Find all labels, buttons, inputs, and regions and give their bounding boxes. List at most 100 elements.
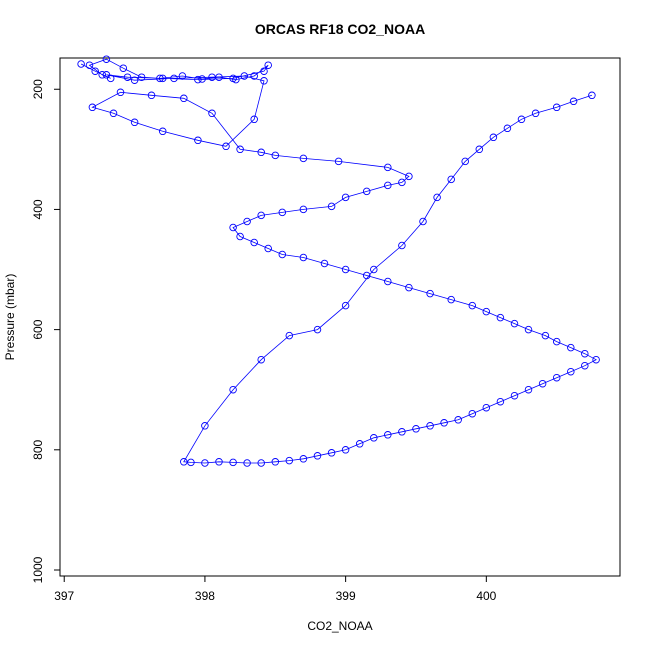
data-point <box>341 265 350 274</box>
data-point <box>264 61 272 69</box>
data-point <box>313 325 322 334</box>
data-point <box>257 211 265 220</box>
data-point <box>496 397 505 406</box>
data-point <box>419 217 427 226</box>
data-point <box>201 459 209 467</box>
x-tick-label: 397 <box>54 589 74 603</box>
data-point <box>240 72 249 80</box>
data-point <box>250 115 258 124</box>
series-line <box>80 58 597 464</box>
data-point <box>187 458 195 467</box>
data-point <box>384 277 392 286</box>
data-point <box>461 157 469 166</box>
data-point <box>341 193 350 202</box>
data-point <box>482 307 491 316</box>
data-point <box>119 64 128 72</box>
data-point <box>257 355 265 364</box>
data-point <box>426 422 434 430</box>
x-tick-label: 400 <box>476 589 496 603</box>
data-point <box>426 289 434 298</box>
data-point <box>208 109 216 118</box>
data-point <box>569 97 578 106</box>
data-point <box>482 403 491 412</box>
data-point <box>271 151 280 160</box>
data-point <box>243 459 251 467</box>
data-point <box>384 431 392 439</box>
data-point <box>581 361 589 370</box>
y-tick-label: 400 <box>31 199 45 219</box>
data-point <box>440 419 448 427</box>
data-point <box>299 455 308 463</box>
data-point <box>398 178 406 187</box>
data-point <box>208 73 216 81</box>
data-point <box>489 133 498 142</box>
data-point <box>524 385 533 394</box>
data-point <box>433 193 441 202</box>
data-point <box>447 295 455 304</box>
data-point <box>170 74 178 83</box>
data-point <box>278 208 287 217</box>
data-point <box>320 259 329 268</box>
data-point <box>147 91 156 100</box>
data-point <box>236 145 244 154</box>
data-point <box>257 148 265 157</box>
y-axis-label: Pressure (mbar) <box>3 274 17 361</box>
data-point <box>116 88 125 97</box>
data-point <box>229 223 237 232</box>
y-axis: 200 400 600 800 1000 <box>31 79 60 583</box>
data-point <box>468 409 477 418</box>
data-point <box>552 373 561 382</box>
data-point <box>531 109 540 118</box>
x-axis-label: CO2_NOAA <box>307 619 372 633</box>
data-point <box>77 60 85 68</box>
x-axis: 397 398 399 400 <box>54 576 497 603</box>
data-point <box>102 71 111 79</box>
data-point <box>405 172 413 181</box>
data-point <box>158 127 167 136</box>
data-point <box>180 458 188 466</box>
data-point <box>299 253 308 262</box>
chart-title: ORCAS RF18 CO2_NOAA <box>255 21 425 37</box>
data-point <box>250 72 258 80</box>
data-point <box>370 265 378 274</box>
data-point <box>341 446 350 454</box>
data-point <box>362 271 371 280</box>
plot-area <box>77 55 600 467</box>
data-point <box>384 181 392 190</box>
data-point <box>201 422 209 430</box>
data-point <box>271 458 280 466</box>
data-point <box>503 124 512 133</box>
data-point <box>130 76 139 84</box>
data-point <box>88 103 97 112</box>
data-point <box>384 163 392 172</box>
y-tick-label: 200 <box>31 79 45 99</box>
data-point <box>592 355 600 364</box>
data-point <box>538 379 547 388</box>
data-point <box>405 283 413 292</box>
data-point <box>264 244 272 253</box>
data-point <box>260 67 268 75</box>
data-point <box>447 175 455 184</box>
data-point <box>158 74 167 83</box>
data-point <box>362 187 371 196</box>
data-point <box>285 331 294 340</box>
data-point <box>109 109 118 118</box>
data-point <box>327 449 336 457</box>
data-point <box>412 425 420 433</box>
data-point <box>327 202 336 211</box>
data-point <box>215 458 223 466</box>
data-point <box>156 74 164 83</box>
data-point <box>229 458 237 467</box>
data-point <box>355 440 364 448</box>
data-point <box>130 118 139 127</box>
data-point <box>194 136 202 145</box>
data-point <box>567 367 575 376</box>
data-point <box>541 331 550 340</box>
data-point <box>260 77 268 85</box>
data-point <box>85 61 94 69</box>
data-point <box>236 232 244 241</box>
data-point <box>468 301 477 310</box>
data-point <box>91 67 99 75</box>
data-point <box>341 301 350 310</box>
